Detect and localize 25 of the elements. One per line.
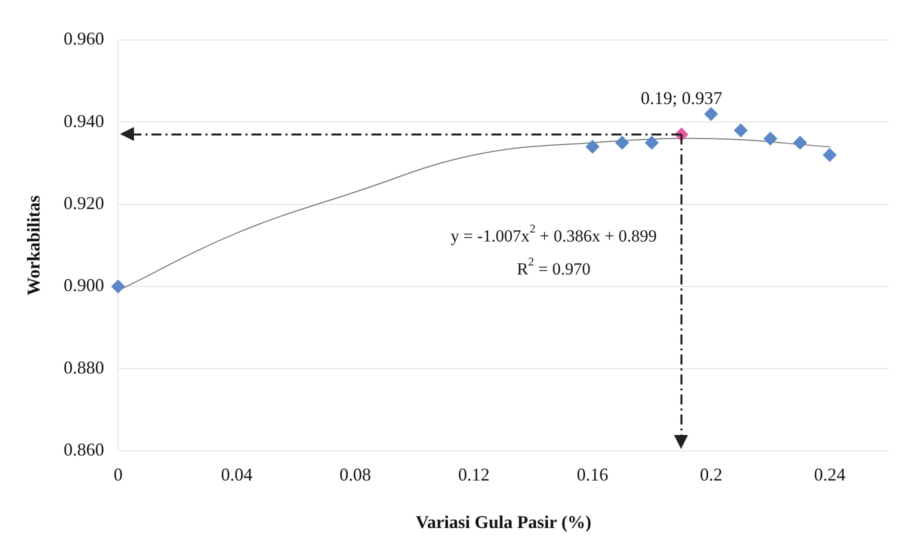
y-tick-label: 0.960 — [64, 28, 104, 49]
point — [822, 148, 837, 162]
y-tick-label: 0.900 — [64, 275, 104, 296]
y-tick-label: 0.940 — [64, 110, 104, 131]
x-tick-label: 0.2 — [700, 464, 722, 484]
x-tick-label: 0.12 — [458, 464, 490, 484]
y-axis-title: Workabilitas — [23, 195, 44, 296]
y-tick-label: 0.860 — [64, 440, 104, 460]
point — [111, 279, 126, 294]
x-tick-label: 0 — [114, 464, 123, 484]
point — [793, 136, 808, 150]
x-tick-label: 0.04 — [220, 464, 252, 484]
point — [704, 106, 718, 121]
y-tick-label: 0.880 — [64, 357, 104, 378]
point — [763, 132, 778, 146]
y-tick-label: 0.920 — [64, 193, 104, 214]
point — [615, 136, 630, 150]
x-axis-title: Variasi Gula Pasir (%) — [416, 512, 592, 532]
x-tick-label: 0.08 — [340, 464, 372, 484]
point — [734, 123, 748, 138]
point — [644, 136, 659, 150]
annotation: 0.19; 0.937 — [640, 88, 722, 108]
x-tick-label: 0.24 — [814, 464, 846, 484]
point — [586, 140, 600, 154]
x-tick-label: 0.16 — [576, 464, 608, 484]
